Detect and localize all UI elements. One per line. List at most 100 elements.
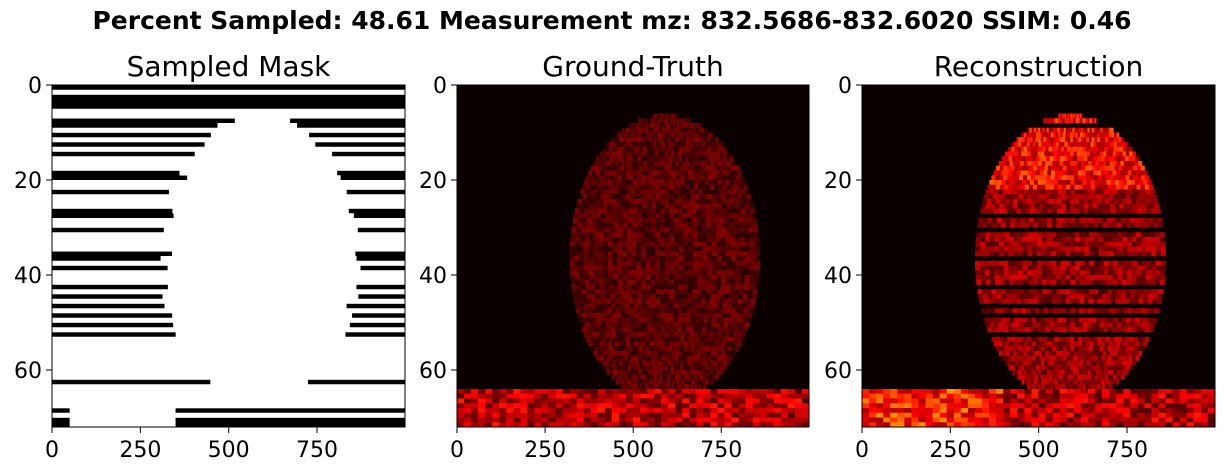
heatmap-cell — [648, 336, 654, 342]
heatmap-cell — [1098, 289, 1104, 295]
heatmap-cell — [731, 165, 736, 171]
heatmap-cell — [647, 355, 652, 361]
heatmap-cell — [656, 175, 662, 181]
heatmap-cell — [749, 303, 755, 309]
heatmap-cell — [660, 175, 666, 181]
heatmap-cell — [677, 317, 683, 323]
heatmap-cell — [1088, 289, 1094, 295]
heatmap-cell — [669, 303, 675, 309]
heatmap-cell — [611, 351, 616, 357]
heatmap-cell — [1008, 156, 1013, 162]
heatmap-cell — [601, 175, 607, 181]
heatmap-cell — [629, 142, 634, 148]
mask-row — [52, 308, 405, 314]
heatmap-cell — [1011, 355, 1016, 361]
heatmap-cell — [1043, 308, 1049, 314]
heatmap-cell — [1070, 265, 1076, 271]
heatmap-cell — [1074, 294, 1080, 300]
heatmap-cell — [688, 384, 691, 390]
heatmap-cell — [570, 237, 576, 243]
heatmap-cell — [629, 137, 633, 143]
heatmap-cell — [752, 403, 761, 409]
heatmap-cell — [710, 403, 718, 409]
heatmap-cell — [681, 189, 687, 195]
heatmap-cell — [773, 403, 782, 409]
heatmap-cell — [1141, 336, 1146, 342]
heatmap-cell — [616, 332, 621, 338]
heatmap-cell — [1077, 165, 1082, 171]
heatmap-cell — [1004, 279, 1010, 285]
heatmap-cell — [1011, 146, 1015, 152]
heatmap-cell — [1104, 189, 1109, 195]
heatmap-cell — [1074, 308, 1080, 314]
heatmap-cell — [692, 156, 696, 162]
heatmap-cell — [1044, 370, 1048, 376]
heatmap-cell — [1074, 327, 1079, 333]
heatmap-cell — [678, 289, 684, 295]
heatmap-cell — [592, 208, 598, 214]
heatmap-cell — [1117, 232, 1123, 238]
heatmap-cell — [641, 370, 645, 376]
heatmap-cell — [660, 194, 666, 200]
heatmap-cell — [1078, 336, 1083, 342]
heatmap-cell — [1094, 251, 1100, 257]
heatmap-cell — [737, 341, 742, 347]
heatmap-cell — [1051, 270, 1057, 276]
heatmap-cell — [617, 175, 622, 181]
heatmap-cell — [684, 360, 688, 366]
heatmap-cell — [773, 412, 782, 418]
heatmap-cell — [645, 379, 649, 385]
heatmap-cell — [659, 379, 663, 385]
heatmap-cell — [660, 184, 666, 190]
heatmap-cell — [1123, 203, 1129, 209]
heatmap-cell — [650, 227, 656, 233]
heatmap-cell — [1037, 237, 1043, 243]
heatmap-cell — [661, 417, 669, 423]
heatmap-cell — [670, 113, 672, 119]
heatmap-cell — [671, 113, 673, 119]
heatmap-cell — [631, 260, 637, 266]
heatmap-cell — [664, 146, 669, 152]
heatmap-cell — [1067, 113, 1069, 119]
heatmap-cell — [1056, 279, 1062, 285]
heatmap-cell — [1084, 132, 1088, 138]
heatmap-cell — [1129, 298, 1135, 304]
heatmap-cell — [636, 289, 642, 295]
heatmap-cell — [977, 289, 983, 295]
heatmap-cell — [602, 260, 609, 266]
heatmap-cell — [657, 161, 662, 167]
heatmap-cell — [746, 194, 751, 200]
heatmap-cell — [687, 284, 694, 290]
heatmap-cell — [710, 170, 715, 176]
heatmap-cell — [1070, 156, 1075, 162]
heatmap-cell — [648, 123, 651, 129]
heatmap-cell — [667, 113, 669, 119]
heatmap-cell — [1081, 341, 1086, 347]
heatmap-cell — [668, 351, 673, 357]
heatmap-cell — [1123, 161, 1128, 167]
heatmap-cell — [732, 298, 738, 304]
heatmap-cell — [1104, 379, 1108, 385]
heatmap-cell — [721, 241, 727, 247]
heatmap-cell — [672, 137, 676, 143]
mask-segment — [167, 284, 357, 290]
heatmap-cell — [1089, 170, 1094, 176]
heatmap-cell — [1090, 156, 1095, 162]
heatmap-cell — [1030, 374, 1034, 380]
heatmap-cell — [653, 384, 657, 390]
heatmap-cell — [876, 389, 884, 395]
heatmap-cell — [661, 113, 663, 119]
heatmap-cell — [787, 389, 796, 395]
heatmap-cell — [738, 393, 747, 399]
heatmap-cell — [702, 275, 708, 281]
heatmap-cell — [1111, 289, 1118, 295]
heatmap-cell — [715, 222, 721, 228]
heatmap-cell — [1048, 118, 1051, 124]
heatmap-cell — [990, 279, 996, 285]
heatmap-cell — [1022, 265, 1028, 271]
heatmap-cell — [628, 132, 632, 138]
heatmap-cell — [668, 123, 671, 129]
heatmap-cell — [1078, 175, 1083, 181]
heatmap-cell — [1117, 194, 1123, 200]
heatmap-cell — [1070, 151, 1074, 157]
